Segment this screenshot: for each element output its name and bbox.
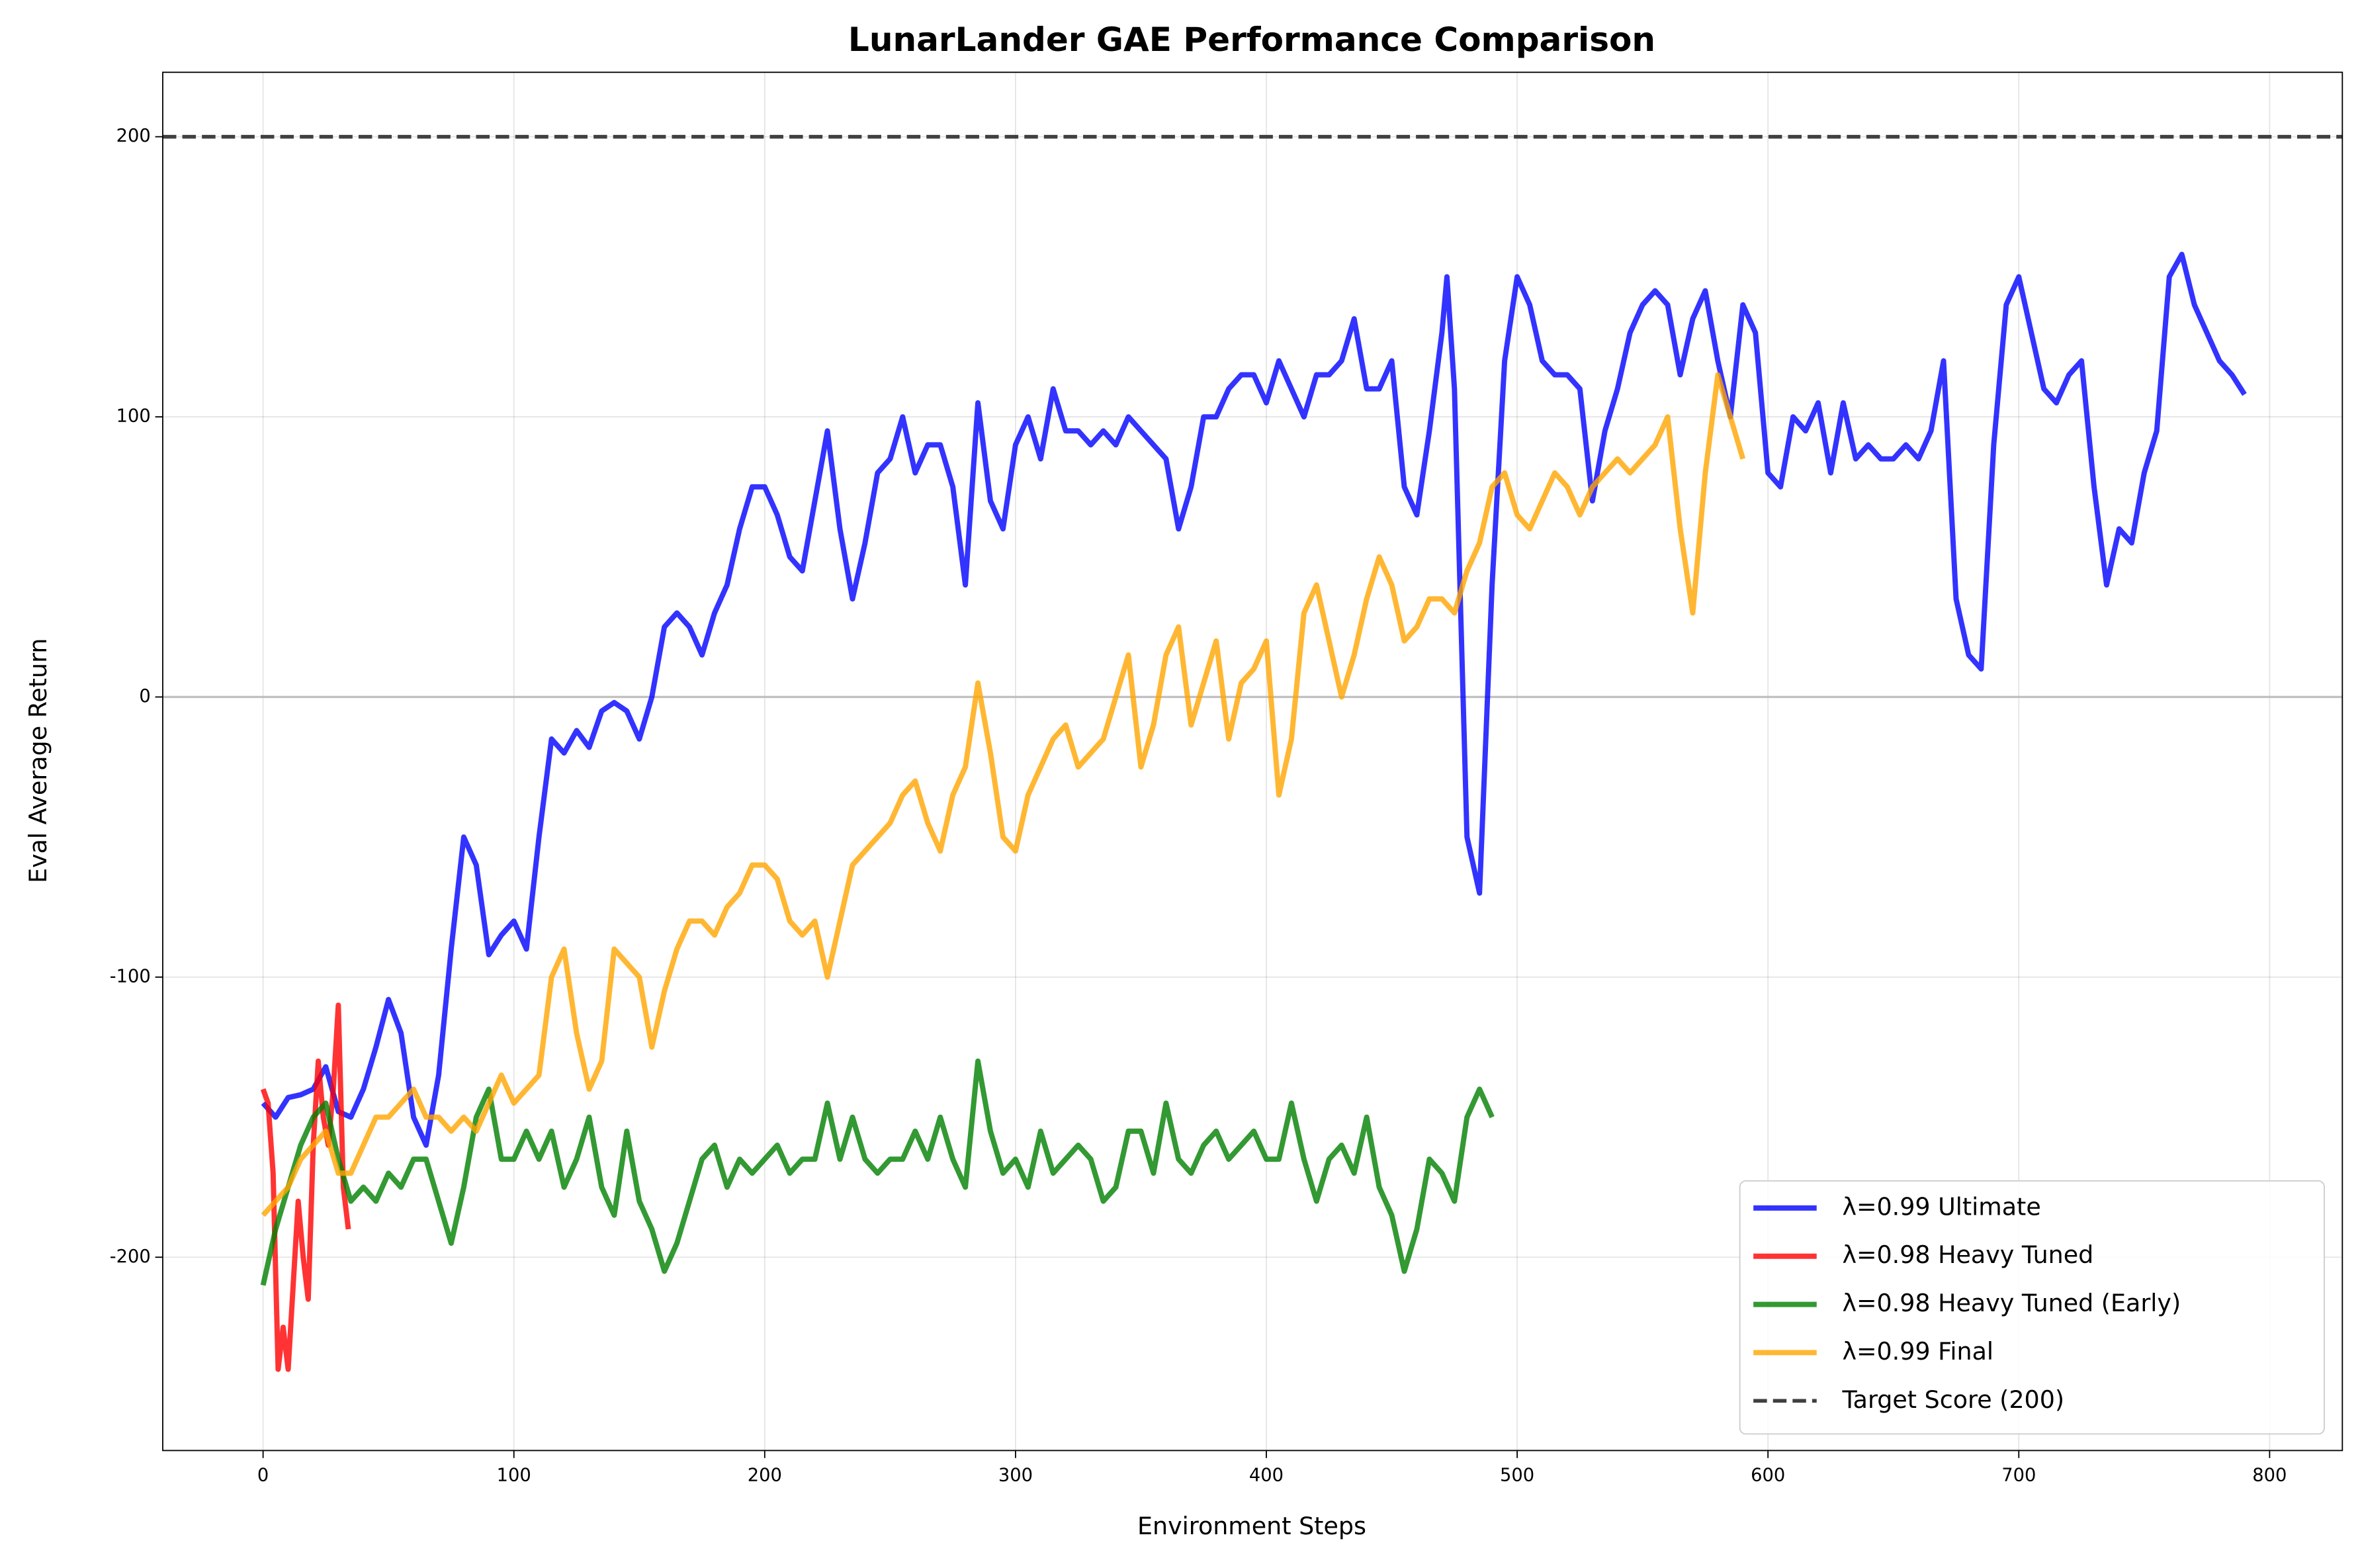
series-line [260,1002,351,1372]
y-tick-label: 0 [139,686,150,707]
y-axis-label: Eval Average Return [24,638,52,883]
x-axis-label: Environment Steps [1137,1512,1366,1540]
legend-label: λ=0.99 Ultimate [1842,1192,2040,1221]
x-tick-label: 300 [998,1465,1033,1486]
x-tick-label: 400 [1249,1465,1284,1486]
legend-box [1739,1180,2325,1435]
x-tick-label: 0 [257,1465,269,1486]
y-tick-label: 100 [116,406,151,427]
legend-label: λ=0.98 Heavy Tuned [1842,1241,2093,1269]
x-tick-label: 100 [497,1465,531,1486]
plot-frame [162,71,2343,1452]
legend-label: Target Score (200) [1841,1385,2064,1414]
legend-label: λ=0.99 Final [1842,1337,1993,1366]
y-tick-label: -200 [110,1246,151,1267]
series-line [260,1058,1495,1286]
series-line [261,251,2247,1148]
y-tick-label: -100 [110,966,151,986]
x-tick-label: 200 [748,1465,782,1486]
x-tick-label: 500 [1500,1465,1534,1486]
x-tick-label: 700 [2001,1465,2036,1486]
series-line [261,372,1746,1217]
x-tick-label: 800 [2252,1465,2287,1486]
y-tick-label: 200 [116,126,151,146]
legend-label: λ=0.98 Heavy Tuned (Early) [1842,1289,2181,1317]
x-tick-label: 600 [1751,1465,1785,1486]
chart-title: LunarLander GAE Performance Comparison [848,21,1655,59]
